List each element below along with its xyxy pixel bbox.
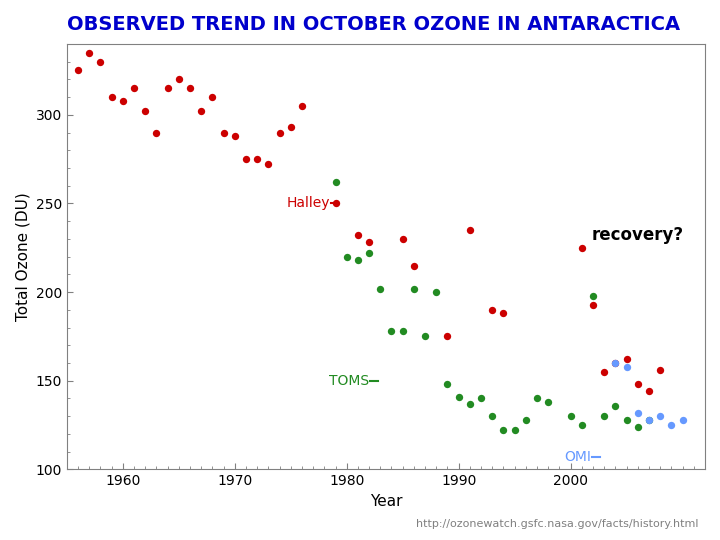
Point: [598, 412, 610, 421]
Point: [207, 93, 218, 102]
Point: [632, 408, 644, 417]
Point: [397, 327, 408, 335]
Point: [150, 128, 162, 137]
Text: Halley: Halley: [287, 197, 330, 211]
Point: [352, 256, 364, 265]
Point: [643, 415, 654, 424]
Point: [128, 84, 140, 92]
Point: [621, 355, 632, 364]
Point: [565, 412, 577, 421]
Point: [654, 412, 666, 421]
Point: [666, 421, 678, 429]
Point: [453, 393, 464, 401]
Point: [117, 96, 129, 105]
Point: [621, 362, 632, 371]
Point: [341, 252, 353, 261]
Point: [352, 231, 364, 240]
Point: [632, 380, 644, 389]
Point: [217, 128, 229, 137]
Point: [520, 415, 531, 424]
Point: [431, 288, 442, 296]
Point: [610, 359, 621, 367]
Text: recovery?: recovery?: [592, 226, 684, 245]
Point: [296, 102, 307, 110]
Point: [72, 66, 84, 75]
Point: [487, 306, 498, 314]
Point: [610, 359, 621, 367]
Text: TOMS: TOMS: [329, 374, 369, 388]
Text: OBSERVED TREND IN OCTOBER OZONE IN ANTARACTICA: OBSERVED TREND IN OCTOBER OZONE IN ANTAR…: [67, 15, 680, 34]
Point: [240, 155, 252, 164]
Point: [184, 84, 196, 92]
Point: [94, 57, 106, 66]
Point: [263, 160, 274, 169]
Point: [140, 107, 151, 116]
Point: [274, 128, 285, 137]
Point: [285, 123, 297, 132]
Point: [677, 415, 688, 424]
Point: [576, 421, 588, 429]
Point: [229, 132, 240, 140]
Point: [419, 332, 431, 341]
Point: [654, 366, 666, 374]
Point: [509, 426, 521, 435]
Point: [542, 397, 554, 406]
Point: [498, 309, 509, 318]
Point: [364, 249, 375, 258]
Point: [408, 261, 420, 270]
Point: [464, 400, 476, 408]
Point: [397, 234, 408, 243]
Point: [441, 332, 453, 341]
Point: [374, 284, 386, 293]
Point: [195, 107, 207, 116]
Point: [487, 412, 498, 421]
Point: [588, 291, 599, 300]
Point: [588, 300, 599, 309]
Point: [330, 199, 341, 208]
Point: [330, 178, 341, 186]
Point: [162, 84, 174, 92]
Point: [498, 426, 509, 435]
Point: [643, 415, 654, 424]
Point: [173, 75, 184, 84]
Point: [464, 226, 476, 234]
Text: OMI: OMI: [564, 450, 591, 464]
Point: [364, 238, 375, 247]
Point: [632, 422, 644, 431]
X-axis label: Year: Year: [369, 494, 402, 509]
Point: [106, 93, 117, 102]
Point: [475, 394, 487, 403]
Y-axis label: Total Ozone (DU): Total Ozone (DU): [15, 192, 30, 321]
Point: [610, 401, 621, 410]
Point: [386, 327, 397, 335]
Text: http://ozonewatch.gsfc.nasa.gov/facts/history.html: http://ozonewatch.gsfc.nasa.gov/facts/hi…: [416, 519, 698, 529]
Point: [576, 244, 588, 252]
Point: [251, 155, 263, 164]
Point: [84, 49, 95, 57]
Point: [643, 387, 654, 396]
Point: [408, 284, 420, 293]
Point: [531, 394, 543, 403]
Point: [441, 380, 453, 389]
Point: [598, 368, 610, 376]
Point: [621, 415, 632, 424]
